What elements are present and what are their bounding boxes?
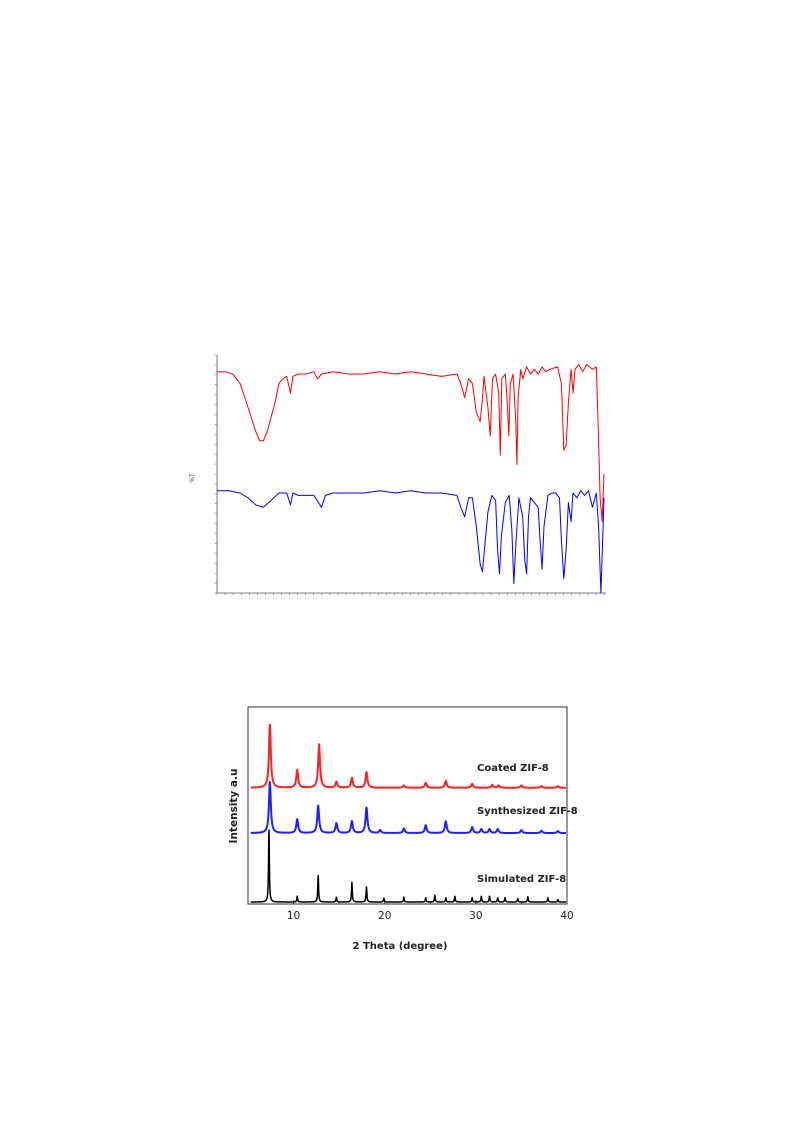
xrd-chart: 10 20 30 40 Coated ZIF-8 Synthesized ZIF-8 Si… bbox=[228, 706, 578, 952]
ftir-series-group bbox=[217, 364, 605, 594]
xrd-x-tick-label: 20 bbox=[378, 910, 391, 922]
ftir-chart: %T bbox=[189, 354, 606, 596]
xrd-series-label: Coated ZIF-8 bbox=[477, 763, 549, 774]
xrd-x-axis-label: 2 Theta (degree) bbox=[353, 941, 448, 952]
ftir-y-axis-label: %T bbox=[189, 473, 196, 483]
xrd-series-group bbox=[250, 723, 567, 903]
xrd-y-axis-label: Intensity a.u bbox=[228, 769, 240, 844]
ftir-series-red-line bbox=[217, 364, 605, 523]
xrd-series-line bbox=[250, 723, 567, 789]
xrd-x-tick-label: 40 bbox=[560, 910, 573, 922]
ftir-axis-ticks bbox=[214, 354, 605, 596]
xrd-x-tick-label: 10 bbox=[287, 910, 300, 922]
xrd-plot-frame bbox=[247, 706, 568, 905]
xrd-series-label: Simulated ZIF-8 bbox=[477, 874, 566, 885]
ftir-plot-frame bbox=[216, 355, 606, 594]
xrd-series-line bbox=[250, 780, 567, 835]
xrd-series-label: Synthesized ZIF-8 bbox=[477, 806, 578, 817]
xrd-x-ticks: 10 20 30 40 bbox=[287, 900, 574, 922]
ftir-series-blue-line bbox=[217, 490, 605, 594]
xrd-series-line bbox=[250, 829, 567, 903]
xrd-x-tick-label: 30 bbox=[469, 910, 482, 922]
xrd-series-labels: Coated ZIF-8 Synthesized ZIF-8 Simulated Z… bbox=[477, 763, 578, 885]
